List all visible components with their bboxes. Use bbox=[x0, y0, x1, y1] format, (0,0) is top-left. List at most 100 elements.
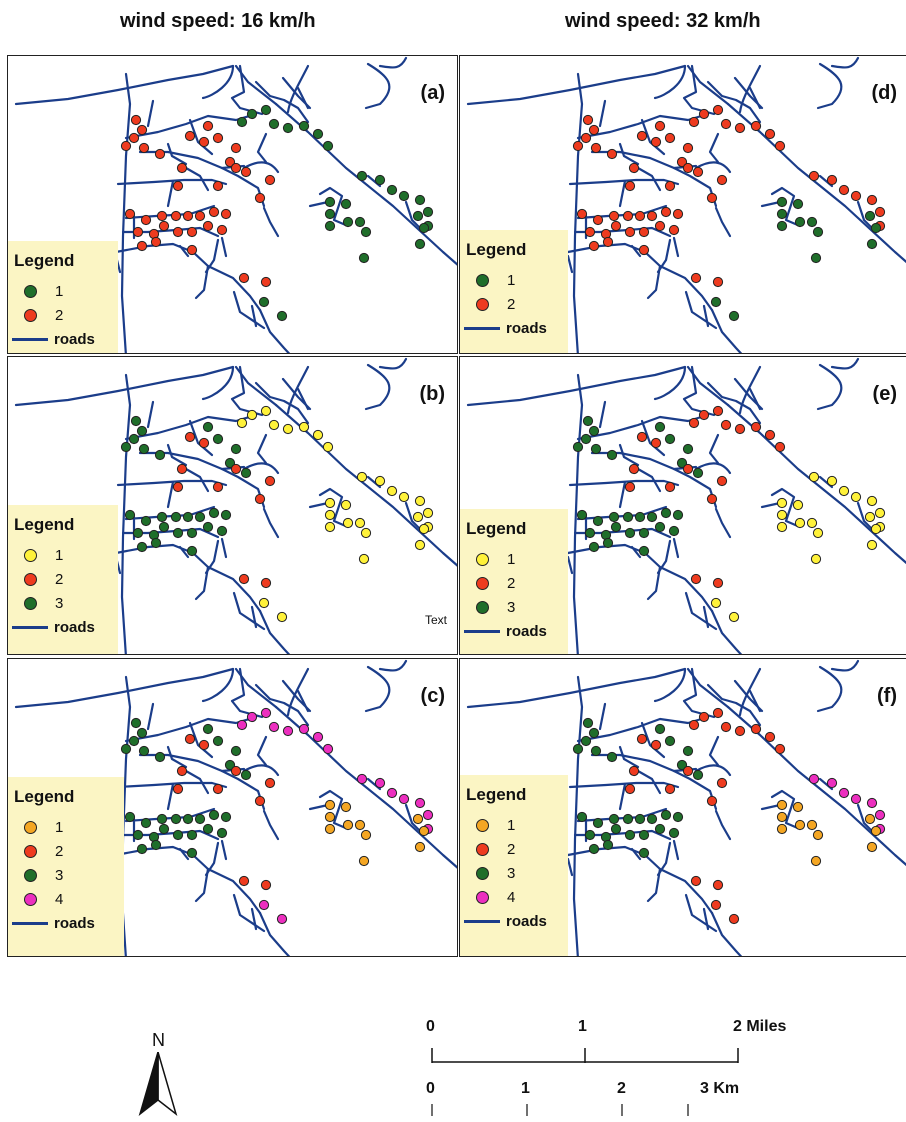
site-point bbox=[794, 517, 806, 529]
site-point bbox=[850, 793, 862, 805]
legend-roads-label: roads bbox=[54, 618, 95, 636]
site-point bbox=[692, 467, 704, 479]
site-point bbox=[268, 721, 280, 733]
road bbox=[618, 480, 627, 509]
site-point bbox=[712, 405, 724, 417]
site-point bbox=[682, 745, 694, 757]
road bbox=[258, 609, 291, 654]
site-point bbox=[622, 813, 634, 825]
legend-roads-label: roads bbox=[506, 319, 547, 337]
road bbox=[242, 764, 280, 777]
site-point bbox=[140, 214, 152, 226]
site-point bbox=[808, 170, 820, 182]
scale-miles-tick-0: 0 bbox=[426, 1018, 435, 1035]
site-point bbox=[238, 573, 250, 585]
legend-item: 1 bbox=[12, 815, 118, 839]
road bbox=[194, 867, 210, 903]
road bbox=[318, 487, 350, 529]
road bbox=[146, 99, 155, 128]
panel-label: (c) bbox=[420, 685, 445, 707]
site-point bbox=[230, 463, 242, 475]
road bbox=[694, 161, 732, 174]
site-point bbox=[646, 813, 658, 825]
legend-swatch bbox=[24, 284, 37, 298]
site-point bbox=[698, 409, 710, 421]
site-point bbox=[606, 449, 618, 461]
site-point bbox=[580, 132, 592, 144]
site-point bbox=[720, 419, 732, 431]
road bbox=[114, 543, 262, 613]
site-point bbox=[260, 276, 272, 288]
road bbox=[466, 64, 687, 106]
legend: Legend 1 2 3 4 roads bbox=[460, 775, 568, 956]
site-point bbox=[138, 745, 150, 757]
legend-item: 1 bbox=[464, 547, 562, 571]
site-point bbox=[636, 733, 648, 745]
site-point bbox=[150, 537, 162, 549]
site-point bbox=[340, 198, 352, 210]
site-point bbox=[712, 276, 724, 288]
road bbox=[816, 62, 843, 110]
road bbox=[770, 186, 802, 228]
site-point bbox=[264, 174, 276, 186]
site-point bbox=[866, 539, 878, 551]
road bbox=[178, 545, 190, 559]
legend-title: Legend bbox=[14, 515, 75, 534]
road bbox=[618, 745, 640, 769]
site-point bbox=[750, 120, 762, 132]
map-panel-3: (c) Legend 1 2 3 4 roads bbox=[7, 658, 458, 957]
site-point bbox=[298, 421, 310, 433]
site-point bbox=[610, 823, 622, 835]
site-point bbox=[246, 108, 258, 120]
site-point bbox=[172, 226, 184, 238]
road bbox=[220, 839, 228, 861]
road bbox=[258, 911, 291, 956]
site-point bbox=[874, 507, 886, 519]
site-point bbox=[776, 799, 788, 811]
site-point bbox=[792, 198, 804, 210]
road bbox=[694, 764, 732, 777]
site-point bbox=[208, 809, 220, 821]
road bbox=[682, 667, 716, 719]
road bbox=[184, 467, 210, 493]
site-point bbox=[572, 743, 584, 755]
site-point bbox=[246, 409, 258, 421]
legend-item-label: 2 bbox=[507, 295, 516, 313]
road bbox=[230, 365, 264, 417]
site-point bbox=[590, 745, 602, 757]
site-point bbox=[356, 471, 368, 483]
legend-item: 4 bbox=[12, 887, 118, 911]
legend-roads-label: roads bbox=[506, 622, 547, 640]
site-point bbox=[810, 855, 822, 867]
site-point bbox=[184, 130, 196, 142]
site-point bbox=[258, 296, 270, 308]
site-point bbox=[682, 765, 694, 777]
site-point bbox=[690, 875, 702, 887]
site-point bbox=[628, 162, 640, 174]
site-point bbox=[650, 437, 662, 449]
legend-item: 2 bbox=[464, 571, 562, 595]
site-point bbox=[172, 527, 184, 539]
legend-swatch bbox=[24, 548, 37, 562]
site-point bbox=[794, 216, 806, 228]
panel-label: (f) bbox=[877, 685, 897, 707]
road bbox=[694, 462, 732, 475]
map-panel-5: (e) Legend 1 2 3 roads bbox=[459, 356, 906, 655]
site-point bbox=[130, 114, 142, 126]
site-point bbox=[186, 527, 198, 539]
site-point bbox=[584, 829, 596, 841]
road bbox=[250, 605, 258, 629]
site-point bbox=[236, 116, 248, 128]
site-point bbox=[776, 220, 788, 232]
road-line-icon bbox=[464, 629, 500, 633]
site-point bbox=[216, 525, 228, 537]
site-point bbox=[706, 795, 718, 807]
road bbox=[640, 721, 666, 759]
road bbox=[114, 845, 262, 915]
legend-title: Legend bbox=[14, 251, 75, 270]
site-point bbox=[208, 507, 220, 519]
scale-km-tick-1: 1 bbox=[521, 1080, 530, 1097]
site-point bbox=[716, 475, 728, 487]
site-point bbox=[246, 711, 258, 723]
road bbox=[708, 735, 720, 767]
